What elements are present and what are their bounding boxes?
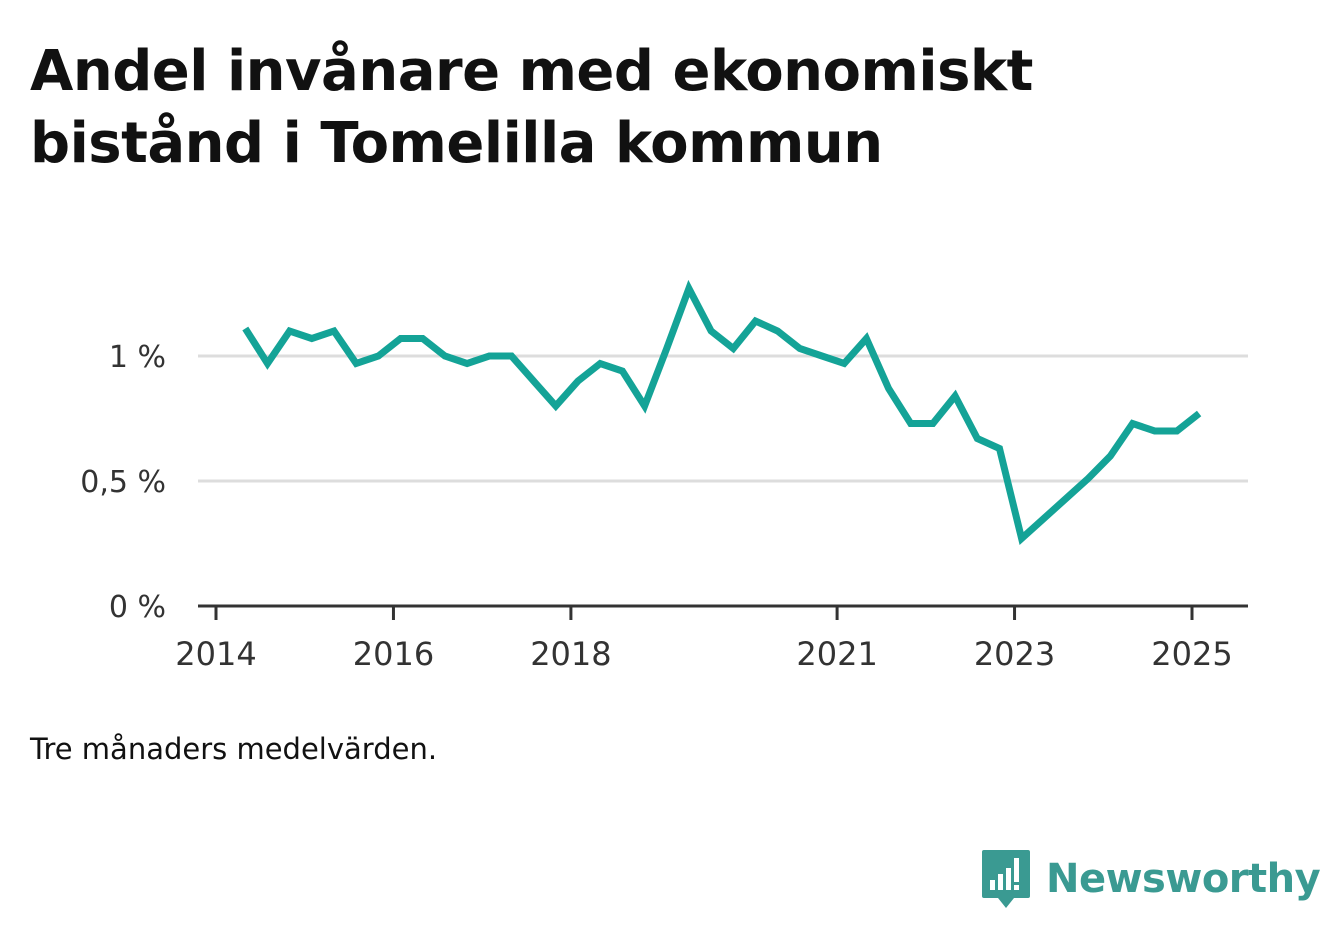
brand-name: Newsworthy (1046, 856, 1321, 902)
gridlines (198, 354, 1248, 483)
y-tick-label: 0,5 % (80, 465, 166, 500)
y-tick-label: 0 % (109, 590, 166, 625)
chart-note: Tre månaders medelvärden. (30, 732, 438, 766)
x-tick-label: 2018 (530, 635, 611, 673)
newsworthy-logo-icon (982, 850, 1030, 908)
x-tick-label: 2016 (353, 635, 434, 673)
x-axis-ticks: 2014 2016 2018 2021 2023 2025 (175, 606, 1233, 673)
x-tick-label: 2025 (1151, 635, 1232, 673)
brand: Newsworthy (980, 848, 1321, 910)
y-axis-ticks: 0 % 0,5 % 1 % (80, 340, 166, 625)
chart-title: Andel invånare med ekonomiskt bistånd i … (30, 39, 1033, 176)
x-tick-label: 2021 (796, 635, 877, 673)
y-tick-label: 1 % (109, 340, 166, 375)
x-tick-label: 2023 (974, 635, 1055, 673)
series-line (242, 279, 1202, 546)
x-tick-label: 2014 (175, 635, 256, 673)
series-layer (242, 279, 1202, 546)
